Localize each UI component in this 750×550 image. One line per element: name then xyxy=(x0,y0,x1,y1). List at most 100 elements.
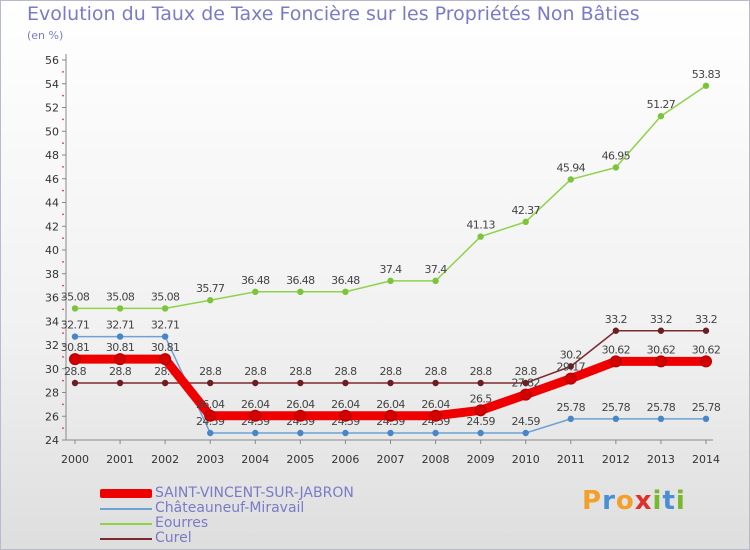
data-point xyxy=(71,305,79,312)
y-tick-label: 46 xyxy=(45,173,59,186)
data-label: 46.95 xyxy=(602,149,631,162)
y-tick-label: 52 xyxy=(45,102,59,115)
logo-letter: i xyxy=(652,486,663,516)
data-label: 36.48 xyxy=(286,274,315,287)
data-label: 30.62 xyxy=(647,343,676,356)
data-label: 35.08 xyxy=(61,290,90,303)
data-point xyxy=(567,363,574,370)
data-point xyxy=(657,112,665,120)
data-label: 24.59 xyxy=(466,415,495,428)
data-label: 35.08 xyxy=(151,290,180,303)
x-tick-label: 2009 xyxy=(467,453,495,466)
x-tick-label: 2007 xyxy=(377,453,405,466)
data-point xyxy=(116,333,124,340)
data-point xyxy=(429,409,442,422)
data-label: 28.8 xyxy=(64,365,87,378)
x-tick-label: 2002 xyxy=(151,453,179,466)
y-minor-tick xyxy=(62,94,64,97)
data-point xyxy=(387,429,394,437)
data-label: 26.04 xyxy=(286,398,315,411)
data-point xyxy=(161,379,169,387)
data-label: 28.8 xyxy=(515,365,538,378)
data-point xyxy=(207,429,214,437)
data-point xyxy=(342,379,349,387)
data-label: 26.04 xyxy=(241,398,270,411)
x-tick-label: 2011 xyxy=(557,453,585,466)
y-tick-label: 44 xyxy=(45,197,59,210)
legend-label: SAINT-VINCENT-SUR-JABRON xyxy=(155,485,354,501)
data-point xyxy=(387,379,394,387)
data-point xyxy=(522,429,529,437)
legend-label: Châteauneuf-Miravail xyxy=(155,500,305,516)
x-tick-label: 2005 xyxy=(286,453,314,466)
x-tick-label: 2010 xyxy=(512,453,540,466)
logo-letter: t xyxy=(662,486,676,516)
y-minor-tick xyxy=(62,118,64,121)
data-point xyxy=(252,429,259,437)
y-tick-label: 30 xyxy=(45,363,59,376)
data-label: 51.27 xyxy=(647,98,676,111)
legend-label: Eourres xyxy=(155,515,209,531)
y-tick-label: 40 xyxy=(45,244,59,257)
y-minor-tick xyxy=(62,379,64,382)
data-label: 37.4 xyxy=(379,263,402,276)
legend-swatch xyxy=(100,508,152,510)
data-label: 30.81 xyxy=(151,341,180,354)
data-label: 30.81 xyxy=(106,341,135,354)
data-label: 25.78 xyxy=(692,401,721,414)
data-label: 26.5 xyxy=(470,392,493,405)
y-minor-tick xyxy=(62,427,64,430)
data-point xyxy=(69,353,81,366)
y-tick-label: 26 xyxy=(45,410,59,423)
data-label: 28.8 xyxy=(425,365,448,378)
data-point xyxy=(519,388,532,401)
legend-swatch xyxy=(100,523,152,525)
proxiti-logo: Proxiti xyxy=(582,486,686,516)
y-minor-tick xyxy=(62,284,64,287)
y-tick-label: 56 xyxy=(45,54,59,67)
y-minor-tick xyxy=(62,308,64,311)
data-point xyxy=(339,409,352,422)
data-point xyxy=(114,353,127,366)
data-point xyxy=(387,277,394,285)
y-tick-label: 50 xyxy=(45,125,59,138)
data-point xyxy=(207,297,214,304)
data-point xyxy=(522,379,529,387)
y-minor-tick xyxy=(62,165,64,168)
data-label: 28.8 xyxy=(334,365,357,378)
data-label: 28.8 xyxy=(289,365,312,378)
x-tick-label: 2000 xyxy=(61,453,89,466)
y-minor-tick xyxy=(62,237,64,240)
data-label: 36.48 xyxy=(331,274,360,287)
data-point xyxy=(567,176,574,183)
data-point xyxy=(564,372,577,385)
data-point xyxy=(609,355,622,368)
legend-label: Curel xyxy=(155,530,192,546)
data-label: 24.59 xyxy=(511,415,540,428)
data-label: 25.78 xyxy=(602,401,631,414)
data-point xyxy=(612,415,620,423)
data-point xyxy=(702,415,710,423)
data-label: 35.77 xyxy=(196,282,225,295)
x-tick-label: 2012 xyxy=(602,453,630,466)
data-point xyxy=(294,409,307,422)
logo-letter: o xyxy=(615,486,635,516)
data-point xyxy=(207,379,214,387)
data-label: 37.4 xyxy=(425,263,448,276)
x-tick-label: 2004 xyxy=(241,453,269,466)
data-point xyxy=(657,415,665,423)
data-label: 35.08 xyxy=(106,290,135,303)
x-tick-label: 2008 xyxy=(422,453,450,466)
data-label: 33.2 xyxy=(695,313,717,326)
y-minor-tick xyxy=(62,213,64,216)
data-label: 28.8 xyxy=(199,365,222,378)
logo-letter: r xyxy=(602,486,616,516)
y-tick-label: 24 xyxy=(45,434,59,447)
y-tick-label: 54 xyxy=(45,78,59,91)
data-point xyxy=(342,429,349,437)
data-point xyxy=(567,415,574,423)
data-point xyxy=(342,288,349,295)
data-point xyxy=(522,218,529,226)
data-label: 26.04 xyxy=(376,398,405,411)
data-label: 53.83 xyxy=(692,68,721,81)
